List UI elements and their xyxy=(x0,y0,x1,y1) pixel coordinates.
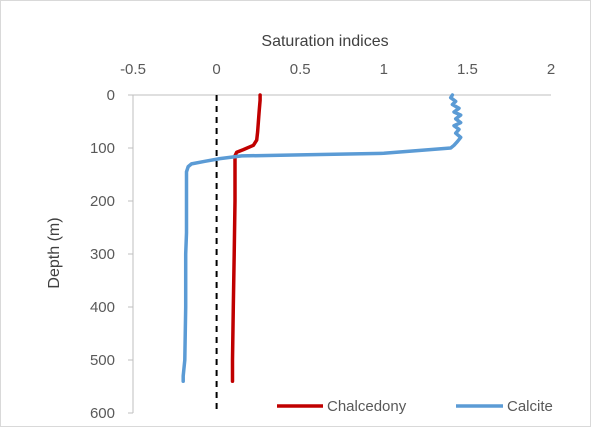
y-tick-label: 300 xyxy=(90,246,115,263)
x-tick-label: 1 xyxy=(380,61,388,78)
y-tick-label: 100 xyxy=(90,140,115,157)
x-axis-title: Saturation indices xyxy=(261,33,388,50)
series-layer xyxy=(181,93,463,383)
y-axis-title: Depth (m) xyxy=(46,217,63,288)
series-line-calcite xyxy=(181,93,463,383)
y-tick-label: 400 xyxy=(90,299,115,316)
x-tick-label: 0 xyxy=(212,61,220,78)
legend-label-chalcedony: Chalcedony xyxy=(327,398,407,415)
y-tick-label: 200 xyxy=(90,193,115,210)
x-tick-label: 1.5 xyxy=(457,61,478,78)
legend-label-calcite: Calcite xyxy=(507,398,553,415)
legend: Chalcedony Calcite xyxy=(277,398,553,415)
axes-layer: -0.5 0 0.5 1 1.5 2 0 100 200 300 400 500 600 xyxy=(90,61,555,422)
y-tick-label: 0 xyxy=(107,87,115,104)
x-tick-label: 2 xyxy=(547,61,555,78)
series-line-chalcedony xyxy=(230,93,262,383)
x-tick-label: -0.5 xyxy=(120,61,146,78)
y-tick-label: 500 xyxy=(90,352,115,369)
x-tick-label: 0.5 xyxy=(290,61,311,78)
y-tick-label: 600 xyxy=(90,405,115,422)
